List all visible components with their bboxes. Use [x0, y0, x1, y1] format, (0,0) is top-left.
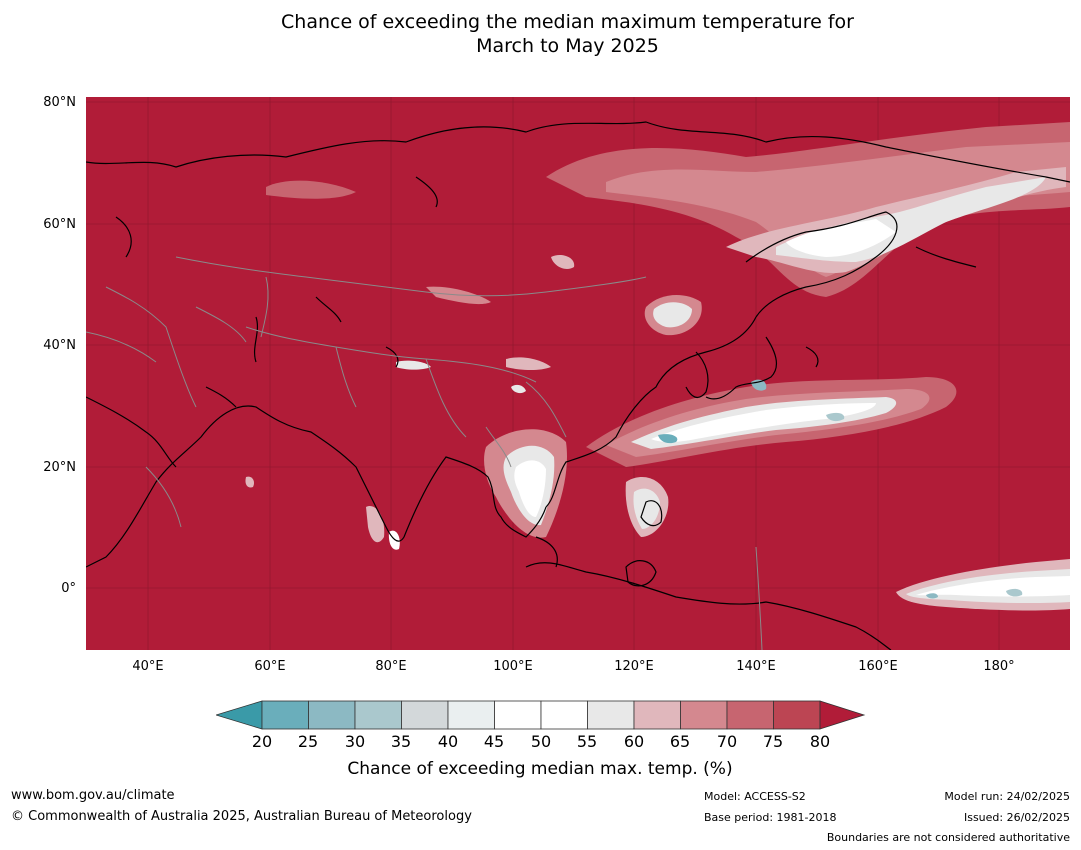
colorbar-tick-75: 75 [762, 732, 784, 751]
lat-label-60n: 60°N [43, 217, 76, 232]
colorbar-tick-55: 55 [576, 732, 598, 751]
title-line-1: Chance of exceeding the median maximum t… [281, 11, 854, 33]
colorbar-segment-65-70 [680, 700, 728, 730]
base-period: Base period: 1981-2018 [704, 811, 837, 824]
colorbar-tick-60: 60 [623, 732, 645, 751]
lon-label-120e: 120°E [614, 659, 654, 674]
colorbar-tick-50: 50 [530, 732, 552, 751]
country-borders [86, 256, 763, 650]
forecast-map [86, 97, 1070, 650]
colorbar-tick-30: 30 [344, 732, 366, 751]
copyright-text: © Commonwealth of Australia 2025, Austra… [11, 809, 472, 824]
model-run-date: Model run: 24/02/2025 [944, 790, 1070, 803]
title-line-2: March to May 2025 [476, 35, 659, 57]
colorbar-segment-75-80 [773, 700, 821, 730]
colorbar-tick-35: 35 [390, 732, 412, 751]
lon-label-100e: 100°E [493, 659, 533, 674]
colorbar-segment-40-45 [447, 700, 495, 730]
colorbar-tick-25: 25 [297, 732, 319, 751]
colorbar-segment-25-30 [308, 700, 356, 730]
lon-label-180: 180° [983, 659, 1015, 674]
colorbar-tick-20: 20 [251, 732, 273, 751]
lat-label-40n: 40°N [43, 338, 76, 353]
coastlines [86, 121, 1070, 650]
lower-probability-areas [245, 122, 1070, 611]
lon-label-80e: 80°E [375, 659, 407, 674]
colorbar-segment-30-35 [354, 700, 402, 730]
map-panel [86, 97, 1070, 650]
colorbar-segment-55-60 [587, 700, 635, 730]
colorbar-high-arrow [819, 700, 866, 730]
lon-label-40e: 40°E [132, 659, 164, 674]
map-title: Chance of exceeding the median maximum t… [0, 10, 1081, 58]
lat-label-0: 0° [61, 581, 76, 596]
colorbar-label: Chance of exceeding median max. temp. (%… [347, 759, 733, 779]
colorbar-tick-40: 40 [437, 732, 459, 751]
colorbar-segment-45-50 [494, 700, 542, 730]
colorbar-segment-60-65 [633, 700, 681, 730]
colorbar-low-arrow [216, 700, 263, 730]
colorbar-segment-20-25 [261, 700, 309, 730]
colorbar-segment-50-55 [540, 700, 588, 730]
lon-label-140e: 140°E [736, 659, 776, 674]
colorbar [216, 700, 866, 730]
colorbar-tick-80: 80 [809, 732, 831, 751]
colorbar-segment-35-40 [401, 700, 449, 730]
colorbar-segment-70-75 [726, 700, 774, 730]
lat-label-20n: 20°N [43, 460, 76, 475]
issued-date: Issued: 26/02/2025 [963, 811, 1070, 824]
colorbar-tick-45: 45 [483, 732, 505, 751]
boundaries-disclaimer: Boundaries are not considered authoritat… [826, 831, 1070, 844]
colorbar-tick-70: 70 [716, 732, 738, 751]
lon-label-160e: 160°E [858, 659, 898, 674]
website-link[interactable]: www.bom.gov.au/climate [11, 788, 175, 803]
colorbar-tick-65: 65 [669, 732, 691, 751]
lat-label-80n: 80°N [43, 95, 76, 110]
lon-label-60e: 60°E [254, 659, 286, 674]
model-name: Model: ACCESS-S2 [704, 790, 806, 803]
